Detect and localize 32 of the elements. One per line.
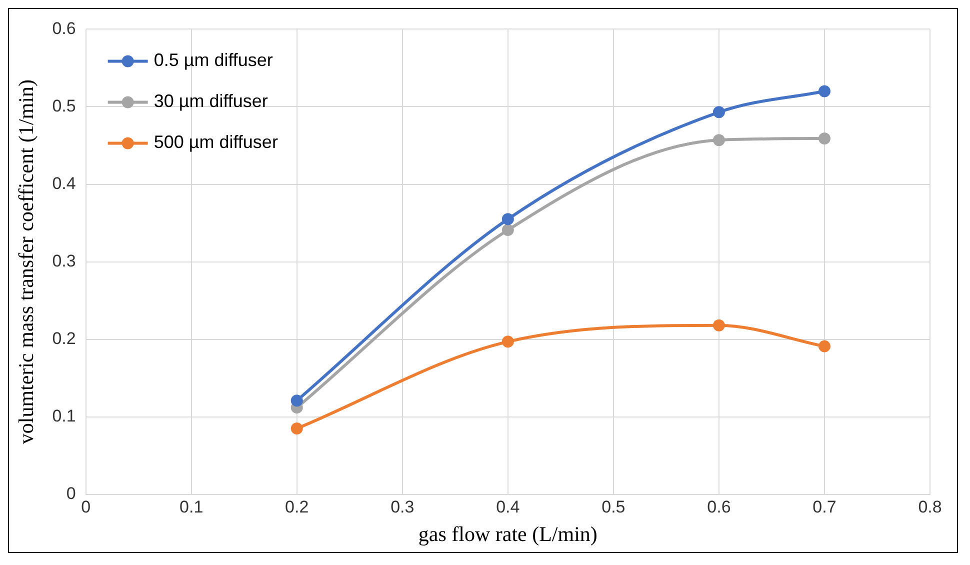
y-tick-label: 0.2 xyxy=(52,329,76,348)
point xyxy=(818,85,830,98)
x-tick-label: 0.7 xyxy=(812,497,836,516)
legend-label: 0.5 µm diffuser xyxy=(154,50,273,70)
point xyxy=(712,134,725,146)
y-tick-label: 0.1 xyxy=(52,406,76,426)
point xyxy=(818,340,830,352)
x-tick-label: 0.3 xyxy=(390,497,414,516)
point xyxy=(502,224,514,236)
y-tick-label: 0.4 xyxy=(52,174,76,193)
y-tick-label: 0 xyxy=(66,484,76,504)
y-tick-label: 0.6 xyxy=(52,18,76,38)
x-tick-label: 0.1 xyxy=(180,497,204,516)
point xyxy=(712,106,725,118)
x-tick-label: 0.4 xyxy=(496,497,520,516)
y-tick-label: 0.5 xyxy=(52,96,76,116)
legend-label: 30 µm diffuser xyxy=(154,91,268,112)
point xyxy=(502,336,514,348)
point xyxy=(818,132,830,145)
point xyxy=(290,394,303,407)
x-tick-label: 0 xyxy=(81,497,91,516)
x-axis-title: gas flow rate (L/min) xyxy=(418,522,598,546)
x-tick-label: 0.2 xyxy=(285,497,309,516)
point xyxy=(502,213,514,226)
point xyxy=(290,422,303,434)
x-tick-label: 0.8 xyxy=(918,497,942,516)
y-axis-title: volumteric mass transfer coefficent (1/min) xyxy=(14,79,38,444)
x-tick-label: 0.5 xyxy=(602,497,626,516)
point xyxy=(712,319,725,332)
y-tick-label: 0.3 xyxy=(52,251,76,270)
x-tick-label: 0.6 xyxy=(707,497,731,516)
legend-label: 500 µm diffuser xyxy=(154,132,278,152)
